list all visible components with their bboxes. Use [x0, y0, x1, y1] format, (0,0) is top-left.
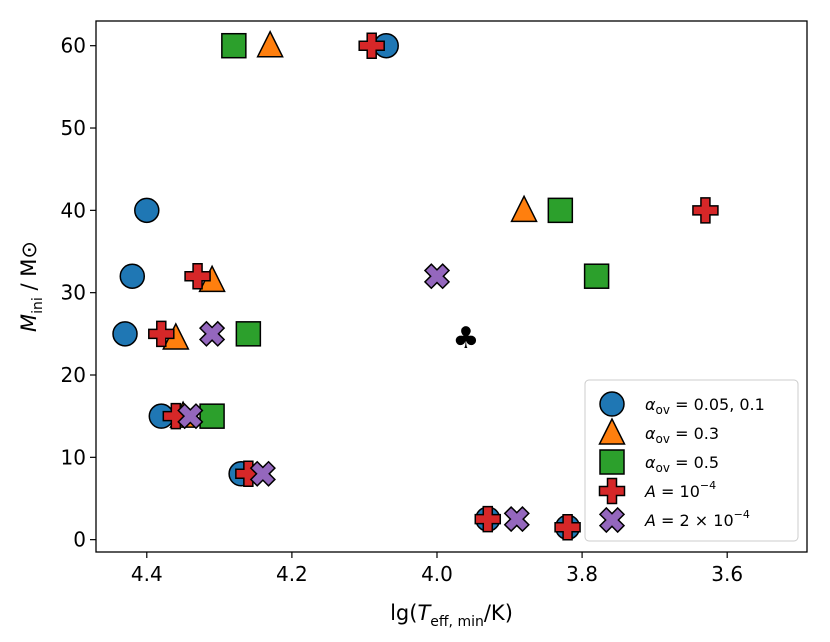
point-s4-1: [199, 320, 226, 347]
point-s3-1: [692, 197, 719, 224]
legend-marker-1: [598, 417, 626, 445]
legend-box: [584, 379, 799, 542]
point-s2-2: [583, 263, 610, 289]
legend-label-1: αov = 0.3: [645, 424, 719, 446]
y-tick-label-5: 50: [61, 116, 86, 140]
point-s1-1: [510, 194, 538, 223]
y-tick-label-0: 0: [73, 528, 86, 552]
point-s2-4: [199, 403, 225, 429]
point-s2-3: [235, 321, 262, 347]
x-tick-label-1: 4.2: [276, 562, 308, 586]
x-tick-label-4: 3.6: [711, 562, 743, 586]
x-tick-label-0: 4.4: [131, 562, 163, 586]
point-s4-3: [249, 460, 276, 487]
point-s3-0: [358, 32, 385, 59]
point-s3-7: [554, 514, 581, 541]
legend-label-4: A = 2 × 10−4: [644, 508, 750, 530]
y-tick-label-4: 40: [61, 198, 86, 222]
y-tick-label-6: 60: [61, 34, 86, 58]
legend-label-0: αov = 0.05, 0.1: [645, 395, 765, 417]
y-tick-label-2: 20: [61, 363, 86, 387]
point-s2-1: [547, 197, 574, 224]
point-s4-0: [423, 263, 451, 290]
point-s4-4: [503, 505, 530, 533]
point-s3-2: [184, 262, 211, 290]
point-s3-3: [148, 320, 175, 348]
legend-marker-0: [599, 391, 625, 417]
legend: αov = 0.05, 0.1 αov = 0.3 αov = 0.5 A = …: [584, 379, 799, 542]
legend-marker-3: [598, 477, 626, 505]
point-s0-2: [119, 263, 146, 289]
point-s1-0: [256, 30, 284, 58]
ticks-layer: 4.4 4.2 4.0 3.8 3.6 0 10 20 30 40 50 60: [61, 34, 744, 586]
x-tick-label-2: 4.0: [421, 562, 453, 586]
point-s2-0: [221, 32, 247, 59]
y-tick-label-1: 10: [61, 445, 86, 469]
x-tick-label-3: 3.8: [566, 562, 598, 586]
axes-frame: [95, 20, 808, 553]
marks-layer: ♣: [112, 30, 719, 541]
legend-label-3: A = 10−4: [644, 479, 716, 501]
legend-marker-2: [599, 449, 625, 475]
point-s0-1: [134, 197, 160, 224]
point-s0-3: [112, 321, 138, 347]
y-axis-label: Mini / M⊙: [17, 241, 46, 332]
legend-label-2: αov = 0.5: [645, 453, 719, 475]
legend-markers: [598, 391, 626, 534]
y-tick-label-3: 30: [61, 281, 86, 305]
x-axis-label: lg(Teff, min/K): [390, 601, 513, 630]
legend-marker-4: [598, 506, 626, 534]
annotation-symbol-0: ♣: [453, 321, 480, 356]
point-s4-2: [177, 403, 204, 430]
point-s3-6: [474, 505, 502, 533]
